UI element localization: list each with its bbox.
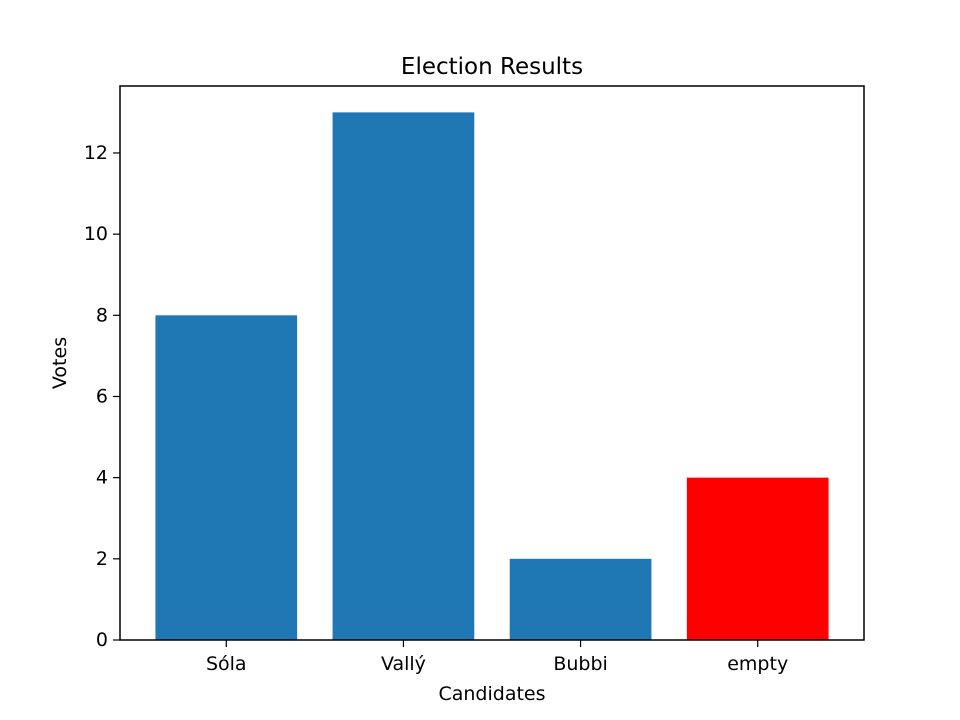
y-tick-label: 10 [84, 223, 108, 245]
bar-bubbi [509, 558, 652, 640]
bars-group [155, 112, 829, 640]
x-axis-ticks: Sóla Vallý Bubbi empty [206, 640, 788, 675]
bar-vallý [332, 112, 475, 640]
chart-title: Election Results [401, 54, 583, 80]
y-tick-label: 2 [96, 548, 108, 570]
x-tick-label: empty [727, 653, 788, 675]
y-tick-label: 4 [96, 467, 108, 489]
y-tick-label: 8 [96, 304, 108, 326]
y-tick-label: 6 [96, 385, 108, 407]
y-tick-label: 0 [96, 629, 108, 651]
bar-empty [686, 477, 829, 640]
x-tick-label: Sóla [206, 653, 247, 675]
plot-frame [119, 85, 865, 641]
y-tick-label: 12 [84, 142, 108, 164]
x-axis-label: Candidates [438, 683, 545, 705]
bar-sóla [155, 315, 298, 640]
y-axis-label: Votes [49, 337, 71, 389]
x-tick-label: Vallý [381, 653, 426, 675]
y-axis-ticks: 0 2 4 6 8 10 12 [84, 142, 120, 651]
x-tick-label: Bubbi [553, 653, 607, 675]
